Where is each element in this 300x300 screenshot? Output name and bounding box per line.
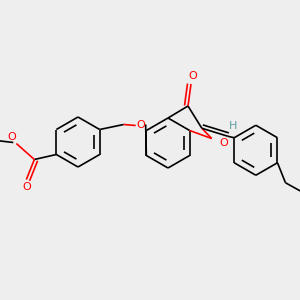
Text: O: O xyxy=(219,137,228,148)
Text: O: O xyxy=(189,71,197,81)
Text: O: O xyxy=(7,131,16,142)
Text: O: O xyxy=(22,182,31,193)
Text: O: O xyxy=(136,119,145,130)
Text: H: H xyxy=(229,121,237,131)
